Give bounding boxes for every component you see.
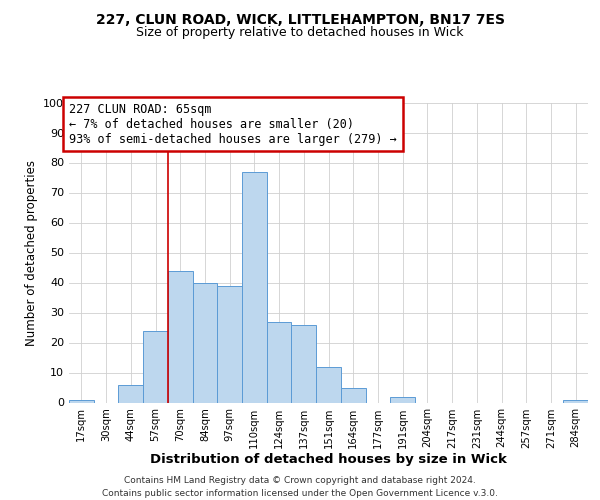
Bar <box>341 388 365 402</box>
Bar <box>118 384 143 402</box>
X-axis label: Distribution of detached houses by size in Wick: Distribution of detached houses by size … <box>150 454 507 466</box>
Bar <box>390 396 415 402</box>
Text: Contains public sector information licensed under the Open Government Licence v.: Contains public sector information licen… <box>102 489 498 498</box>
Bar <box>267 322 292 402</box>
Text: Size of property relative to detached houses in Wick: Size of property relative to detached ho… <box>136 26 464 39</box>
Bar <box>193 282 217 403</box>
Text: 227, CLUN ROAD, WICK, LITTLEHAMPTON, BN17 7ES: 227, CLUN ROAD, WICK, LITTLEHAMPTON, BN1… <box>95 12 505 26</box>
Text: 227 CLUN ROAD: 65sqm
← 7% of detached houses are smaller (20)
93% of semi-detach: 227 CLUN ROAD: 65sqm ← 7% of detached ho… <box>69 102 397 146</box>
Bar <box>143 330 168 402</box>
Bar <box>563 400 588 402</box>
Bar <box>217 286 242 403</box>
Bar <box>168 270 193 402</box>
Text: Contains HM Land Registry data © Crown copyright and database right 2024.: Contains HM Land Registry data © Crown c… <box>124 476 476 485</box>
Bar <box>316 366 341 402</box>
Bar <box>292 324 316 402</box>
Y-axis label: Number of detached properties: Number of detached properties <box>25 160 38 346</box>
Bar <box>69 400 94 402</box>
Bar <box>242 172 267 402</box>
